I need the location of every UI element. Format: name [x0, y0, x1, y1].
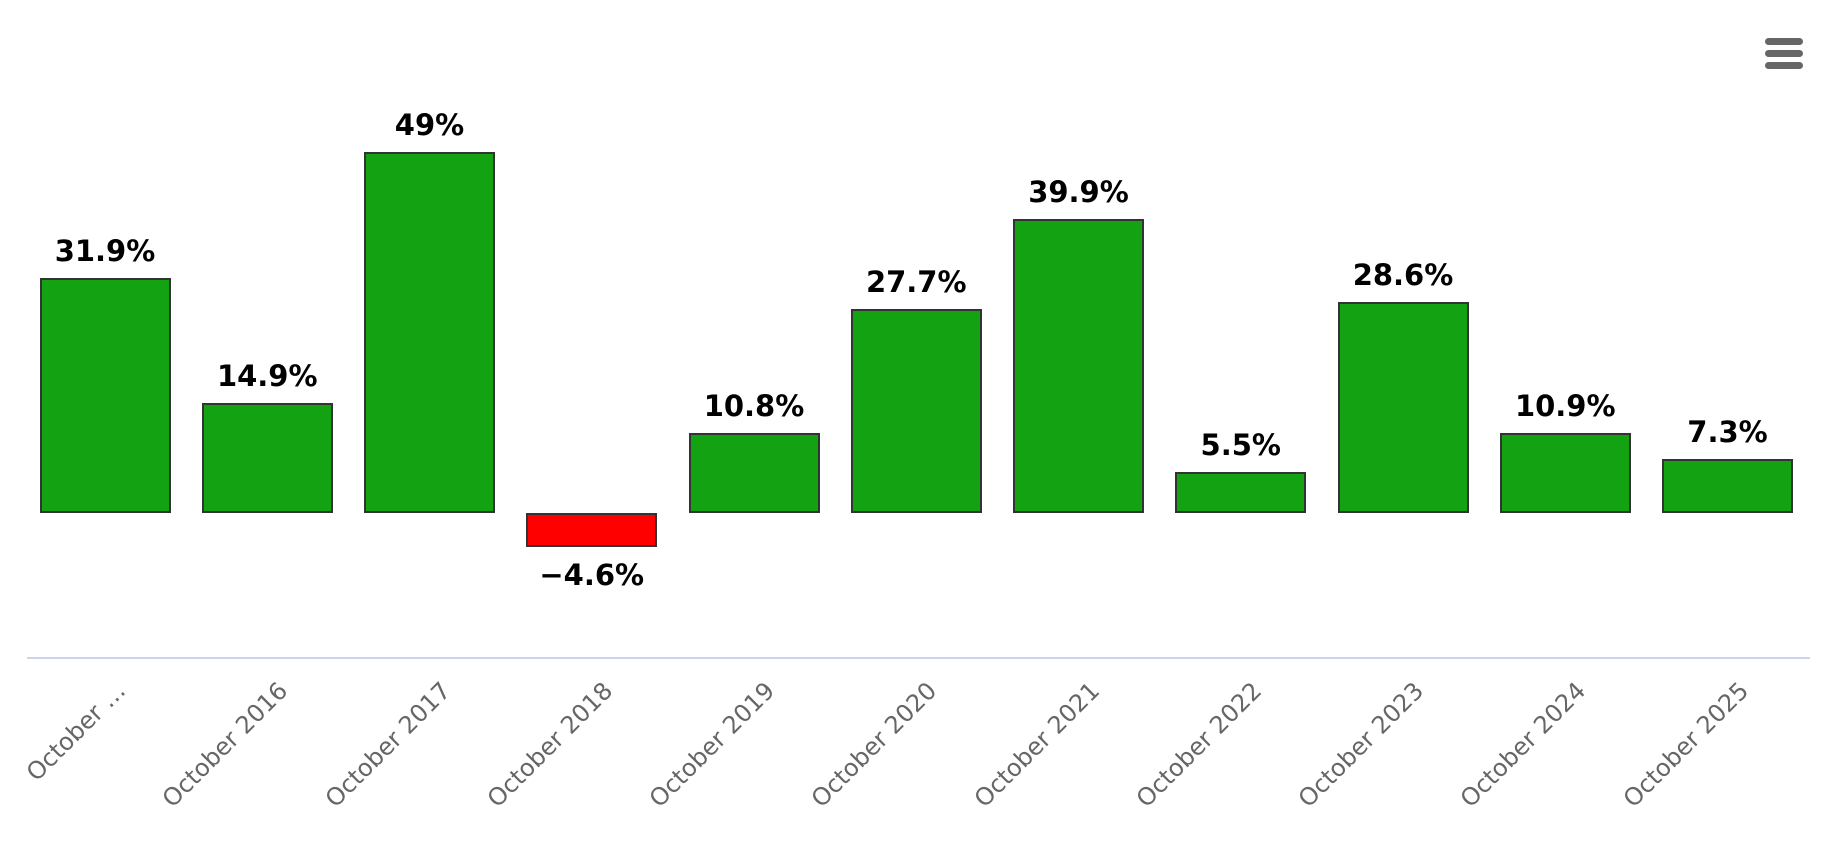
- bar[interactable]: [201, 403, 333, 513]
- bar-value-label: 31.9%: [54, 233, 156, 268]
- bar[interactable]: [39, 277, 171, 513]
- x-axis-label: October 2021: [968, 676, 1105, 813]
- x-axis-label: October 2017: [319, 676, 456, 813]
- x-axis-label: October 2018: [481, 676, 619, 813]
- x-axis-label: October 2025: [1617, 676, 1754, 813]
- bar-value-label: 7.3%: [1687, 415, 1768, 450]
- bar[interactable]: [1499, 432, 1631, 513]
- bar[interactable]: [688, 433, 820, 513]
- bar[interactable]: [850, 308, 982, 513]
- bar-value-label: 28.6%: [1352, 258, 1454, 293]
- bar-value-label: 5.5%: [1200, 428, 1281, 463]
- bar[interactable]: [1175, 472, 1307, 513]
- bar-value-label: 49%: [394, 108, 465, 143]
- x-axis-label: October 2019: [644, 676, 781, 813]
- bar[interactable]: [1662, 459, 1793, 513]
- hamburger-icon: [1765, 37, 1803, 69]
- bar[interactable]: [1013, 219, 1144, 513]
- bar-value-label: 10.9%: [1514, 388, 1616, 423]
- bar[interactable]: [526, 513, 658, 547]
- bar[interactable]: [1337, 302, 1469, 513]
- x-axis-label: October …: [21, 676, 132, 787]
- x-axis-line: [27, 657, 1810, 659]
- bar-value-label: 27.7%: [865, 264, 967, 299]
- bar-value-label: −4.6%: [539, 557, 645, 592]
- x-axis-label: October 2023: [1293, 676, 1430, 813]
- x-axis-label: October 2024: [1455, 676, 1592, 813]
- bar[interactable]: [364, 152, 495, 513]
- x-axis-label: October 2016: [157, 676, 294, 813]
- chart-context-menu-button[interactable]: [1761, 33, 1807, 73]
- bar-value-label: 14.9%: [216, 359, 318, 394]
- x-axis-label: October 2022: [1130, 676, 1268, 813]
- x-axis-label: October 2020: [806, 676, 943, 813]
- bar-value-label: 10.8%: [703, 389, 805, 424]
- bar-value-label: 39.9%: [1028, 175, 1129, 210]
